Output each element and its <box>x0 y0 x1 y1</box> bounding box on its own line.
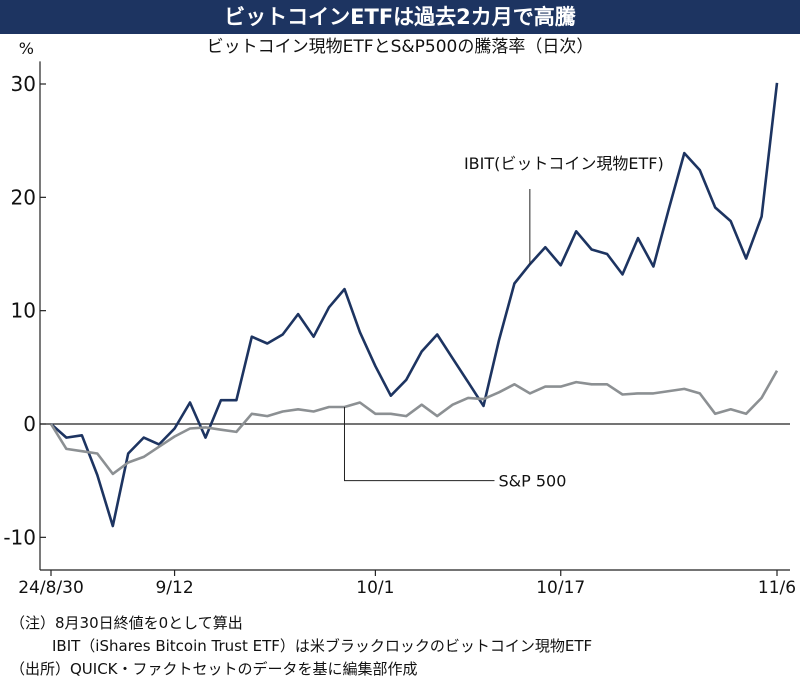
sp500-leader-line <box>343 407 495 482</box>
x-tick-label: 9/12 <box>155 578 193 598</box>
sp500-series-label: S&P 500 <box>498 472 566 491</box>
footnotes: （注）8月30日終値を0として算出 IBIT（iShares Bitcoin T… <box>10 612 592 681</box>
x-tick-label: 24/8/30 <box>18 578 84 598</box>
x-tick-label: 10/17 <box>536 578 585 598</box>
series-layer <box>49 82 779 528</box>
chart-axes: % -10 0 10 20 30 24/8/30 9/12 10/1 10/17 11/6 <box>3 39 796 598</box>
footnote-basis: （注）8月30日終値を0として算出 <box>10 614 243 632</box>
sp500-line <box>49 370 779 476</box>
y-unit-label: % <box>19 39 34 58</box>
chart-title: ビットコインETFは過去2カ月で高騰 <box>0 0 800 34</box>
chart-subtitle: ビットコイン現物ETFとS&P500の騰落率（日次） <box>206 37 594 57</box>
footnote-source: （出所）QUICK・ファクトセットのデータを基に編集部作成 <box>10 660 418 678</box>
ibit-line <box>50 82 779 528</box>
footnote-ibit: IBIT（iShares Bitcoin Trust ETF）は米ブラックロック… <box>52 637 593 655</box>
y-tick-label: 20 <box>11 185 36 209</box>
y-tick-label: 30 <box>11 72 36 96</box>
annotation-layer: IBIT(ビットコイン現物ETF) S&P 500 <box>343 154 664 491</box>
line-chart: % -10 0 10 20 30 24/8/30 9/12 10/1 10/17 11/6 IBIT… <box>3 39 796 598</box>
x-tick-label: 11/6 <box>758 578 796 598</box>
y-tick-label: 10 <box>11 299 36 323</box>
x-tick-label: 10/1 <box>356 578 394 598</box>
y-tick-label: -10 <box>3 525 36 549</box>
y-tick-label: 0 <box>23 412 36 436</box>
ibit-series-label: IBIT(ビットコイン現物ETF) <box>464 154 664 173</box>
